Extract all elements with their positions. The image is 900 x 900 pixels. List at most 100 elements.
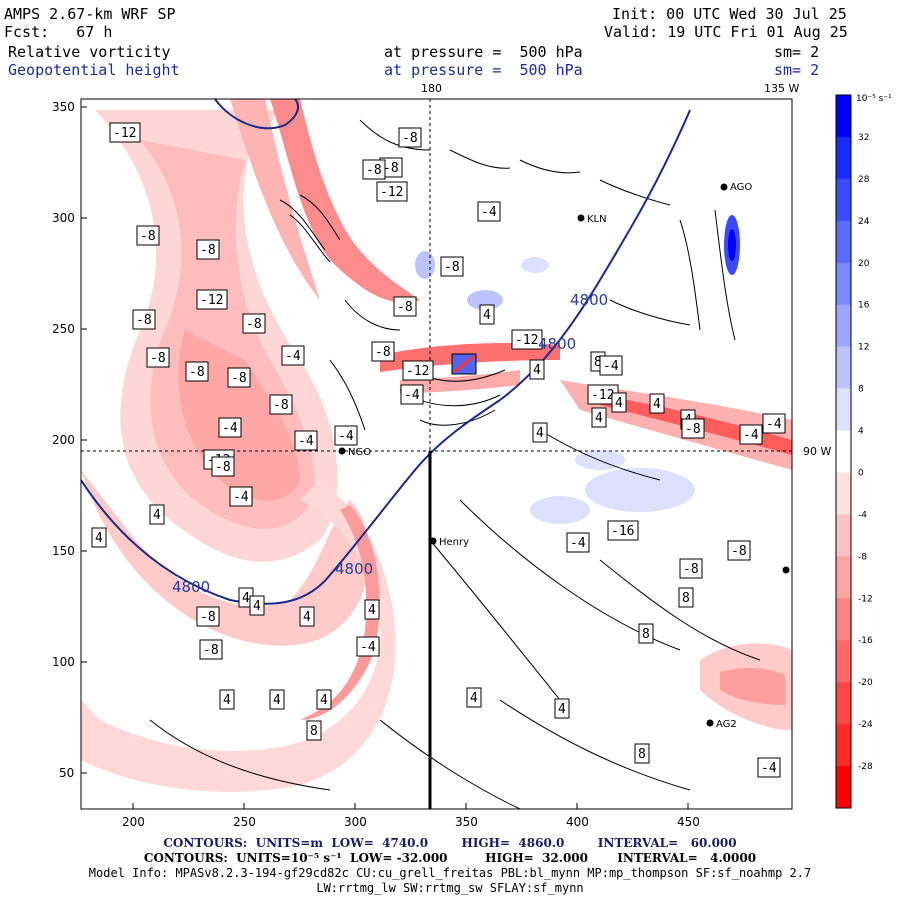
colorbar-swatch	[836, 346, 851, 390]
colorbar-swatch	[836, 682, 851, 725]
x-tick-label: 350	[455, 815, 478, 829]
vort-label-box	[466, 687, 482, 708]
x-tick-label: 200	[122, 815, 145, 829]
station-markers	[338, 183, 790, 727]
vort-label-text: -4	[743, 428, 759, 443]
vort-label-text: -8	[731, 544, 747, 559]
vort-label-box	[607, 520, 639, 541]
colorbar-tick-label: -24	[858, 720, 873, 730]
colorbar-tick-label: 20	[858, 259, 870, 269]
colorbar-tick-label: -12	[858, 594, 873, 604]
vort-label-text: -8	[215, 460, 231, 475]
vort-label-text: -8	[203, 643, 219, 658]
y-tick-label: 250	[52, 322, 75, 336]
vort-label-text: -4	[298, 434, 314, 449]
station-ag2-label: AG2	[716, 719, 737, 730]
colorbar-tick-label: 24	[858, 217, 870, 227]
field1-smoothing: sm= 2	[774, 43, 820, 61]
vort-label-text: -4	[285, 349, 301, 364]
vort-label-text: 8	[682, 591, 690, 606]
plot-frame	[80, 98, 793, 810]
vort-label-box	[554, 698, 570, 719]
vort-label-text: 4	[483, 308, 491, 323]
vort-label-text: -4	[481, 205, 497, 220]
vort-label-box	[109, 122, 141, 143]
station-ngo-label: NGO	[348, 447, 371, 458]
field1-name: Relative vorticity	[8, 43, 171, 61]
vort-label-box	[281, 345, 305, 366]
vort-label-box	[149, 504, 165, 525]
colorbar-swatch	[836, 514, 851, 557]
vort-label-text: -8	[189, 365, 205, 380]
vort-label-box	[185, 361, 209, 382]
colorbar-swatch	[836, 95, 851, 138]
vort-label-box	[269, 689, 285, 710]
vort-label-text: -12	[406, 364, 429, 379]
vort-label-box	[146, 347, 170, 368]
colorbar-swatch	[836, 640, 851, 683]
footer-model-info: Model Info: MPASv8.2.3-194-gf29cd82c CU:…	[88, 866, 812, 880]
vort-label-box	[334, 425, 358, 446]
vort-label-text: -8	[136, 313, 152, 328]
colorbar-tick-label: 16	[858, 301, 870, 311]
vort-label-box	[402, 360, 434, 381]
vort-label-box	[681, 418, 705, 439]
station-ngo-dot	[338, 447, 346, 455]
vort-label-box	[91, 527, 107, 548]
vort-label-box	[227, 367, 251, 388]
vort-label-text: 8	[310, 724, 318, 739]
station-extra-dot	[782, 566, 790, 574]
vort-label-box	[196, 239, 220, 260]
vort-label-text: 4	[533, 363, 541, 378]
vort-label-box	[591, 407, 607, 428]
vort-label-text: -12	[380, 185, 403, 200]
colorbar-swatch	[836, 136, 851, 180]
vort-label-text: -8	[444, 260, 460, 275]
vort-label-box	[136, 225, 160, 246]
vort-label-text: 4	[95, 531, 103, 546]
vort-label-text: 4	[615, 396, 623, 411]
geopotential-height-contours	[81, 99, 691, 605]
y-axis: 350 300 250 200 150 100 50	[52, 100, 87, 780]
vort-label-box	[199, 639, 223, 660]
station-henry-dot	[429, 537, 437, 545]
colorbar-tick-label: 8	[858, 385, 864, 395]
height-label: 4800	[538, 335, 576, 353]
vort-label-box	[511, 329, 543, 350]
vort-label-box	[566, 532, 590, 553]
vort-label-box	[440, 256, 464, 277]
vort-label-text: -4	[766, 417, 782, 432]
footer-height-contours: CONTOURS: UNITS=m LOW= 4740.0 HIGH= 4860…	[163, 836, 737, 850]
vort-label-text: -4	[233, 490, 249, 505]
height-label: 4800	[335, 560, 373, 578]
vort-label-box	[211, 456, 235, 477]
vort-label-box	[398, 127, 422, 148]
vort-label-text: -8	[402, 131, 418, 146]
vort-label-box	[739, 424, 763, 445]
vort-label-box	[306, 720, 322, 741]
vort-label-text: -4	[404, 388, 420, 403]
height-label: 4800	[570, 291, 608, 309]
vort-label-text: -8	[273, 398, 289, 413]
vort-label-box	[132, 309, 156, 330]
vort-label-box	[762, 413, 786, 434]
vort-label-box	[229, 486, 253, 507]
vort-label-text: -4	[338, 429, 354, 444]
vort-label-box	[299, 606, 315, 627]
colorbar-tick-label: -16	[858, 636, 873, 646]
x-tick-label: 250	[233, 815, 256, 829]
vort-label-box	[219, 689, 235, 710]
model-title: AMPS 2.67-km WRF SP	[4, 5, 176, 23]
vort-label-text: 8	[638, 747, 646, 762]
vort-label-box	[218, 417, 242, 438]
vort-label-box	[371, 341, 395, 362]
vort-label-text: 4	[253, 599, 261, 614]
vort-label-box	[678, 587, 694, 608]
y-tick-label: 200	[52, 433, 75, 447]
vort-label-text: -8	[150, 351, 166, 366]
vort-label-box	[634, 743, 650, 764]
vort-label-text: 4	[223, 693, 231, 708]
vort-label-box	[196, 606, 220, 627]
footer-vorticity-contours: CONTOURS: UNITS=10⁻⁵ s⁻¹ LOW= -32.000 HI…	[143, 851, 757, 865]
vort-label-text: -8	[200, 243, 216, 258]
